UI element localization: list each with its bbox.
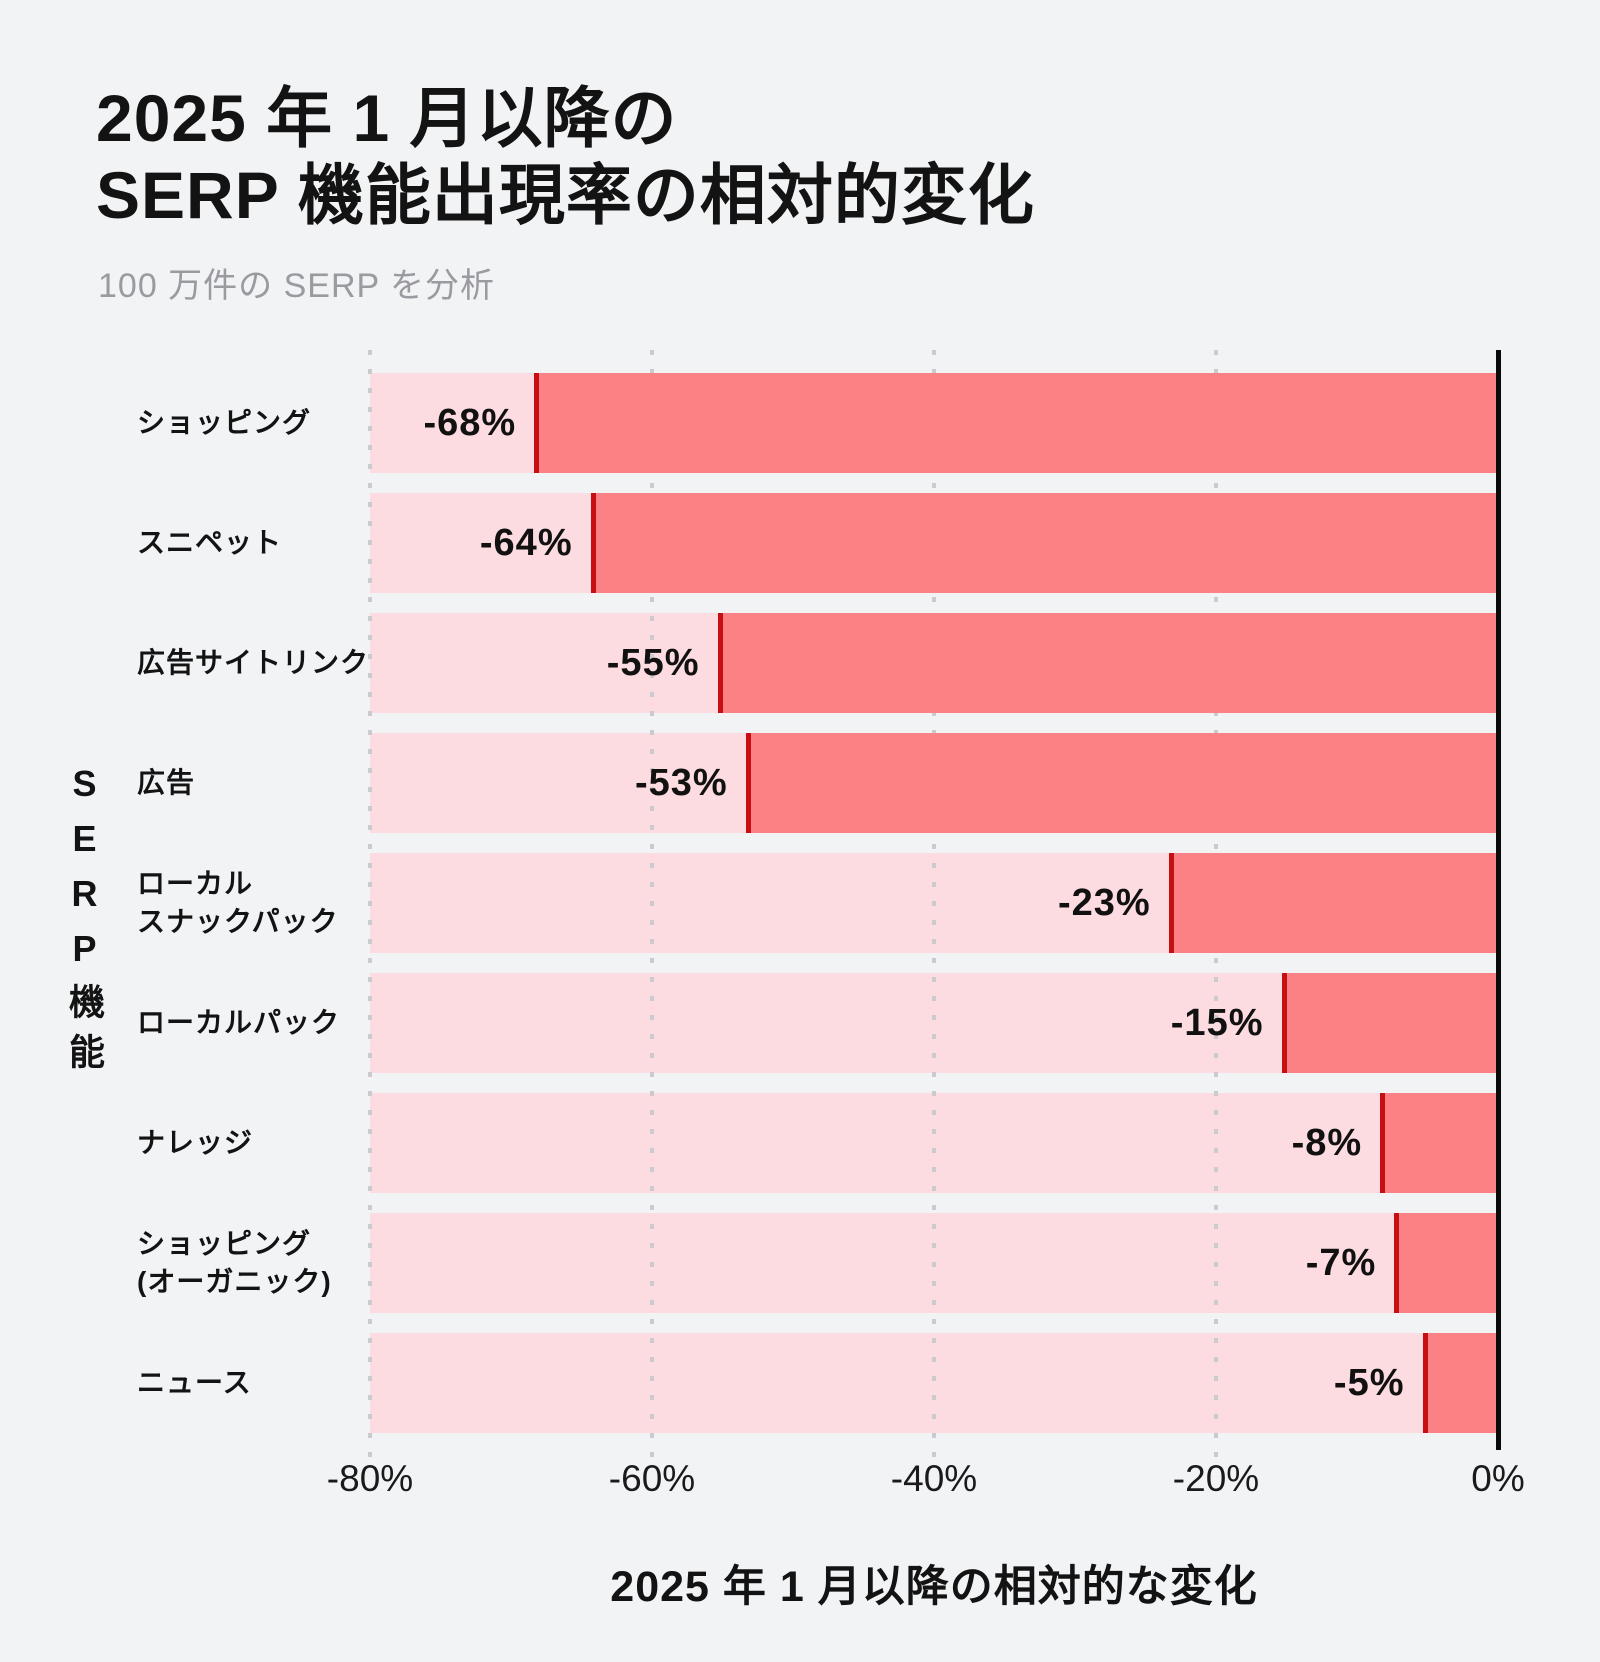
category-label: 広告 — [137, 767, 196, 799]
bar-value-label: -64% — [479, 521, 573, 564]
category-label: ニュース — [137, 1367, 252, 1399]
bar-value-marker — [534, 373, 540, 473]
bar-remaining-fill — [595, 493, 1498, 593]
bar-remaining-fill — [1173, 853, 1498, 953]
bar-remaining-fill — [1427, 1333, 1498, 1433]
bar-remaining-fill — [750, 733, 1498, 833]
gridline--40% — [932, 350, 936, 1460]
bar-remaining-fill — [1286, 973, 1498, 1073]
bar-value-label: -23% — [1057, 881, 1151, 924]
bar-value-label: -7% — [1305, 1241, 1377, 1284]
x-tick-label: -60% — [608, 1458, 696, 1499]
chart-subtitle: 100 万件の SERP を分析 — [98, 267, 496, 305]
bar-value-marker — [1394, 1213, 1400, 1313]
bar-value-marker — [590, 493, 596, 593]
category-label: ナレッジ — [137, 1127, 254, 1159]
category-label: ローカルパック — [137, 1007, 341, 1039]
gridline--60% — [650, 350, 654, 1460]
bar-value-label: -8% — [1291, 1121, 1363, 1164]
bar-remaining-fill — [722, 613, 1498, 713]
category-label: スニペット — [137, 527, 283, 559]
bar-value-marker — [1380, 1093, 1386, 1193]
gridline--80% — [368, 350, 372, 1460]
bar-value-marker — [745, 733, 751, 833]
chart-title: 2025 年 1 月以降の SERP 機能出現率の相対的変化 — [96, 81, 1035, 233]
category-label: ショッピング — [137, 407, 312, 439]
bar-value-label: -15% — [1170, 1001, 1264, 1044]
bar-value-label: -68% — [423, 401, 517, 444]
x-tick-label: -20% — [1172, 1458, 1260, 1499]
x-tick-label: 0% — [1471, 1458, 1525, 1499]
y-axis-title: SERP機能 — [64, 763, 105, 1083]
x-tick-label: -80% — [326, 1458, 414, 1499]
bar-remaining-fill — [1399, 1213, 1498, 1313]
bar-value-marker — [1422, 1333, 1428, 1433]
category-label: ショッピング (オーガニック) — [137, 1228, 332, 1297]
zero-axis-line — [1496, 350, 1501, 1450]
category-label: ローカル スナックパック — [137, 868, 339, 937]
bar-value-label: -53% — [634, 761, 728, 804]
bar-value-label: -55% — [606, 641, 700, 684]
bar-value-marker — [717, 613, 723, 713]
bar-value-label: -5% — [1333, 1361, 1405, 1404]
category-label: 広告サイトリンク — [137, 647, 370, 679]
bar-remaining-fill — [1385, 1093, 1498, 1193]
bar-value-marker — [1281, 973, 1287, 1073]
bar-remaining-fill — [539, 373, 1498, 473]
bar-value-marker — [1168, 853, 1174, 953]
x-tick-label: -40% — [890, 1458, 978, 1499]
x-axis-title: 2025 年 1 月以降の相対的な変化 — [610, 1563, 1258, 1611]
